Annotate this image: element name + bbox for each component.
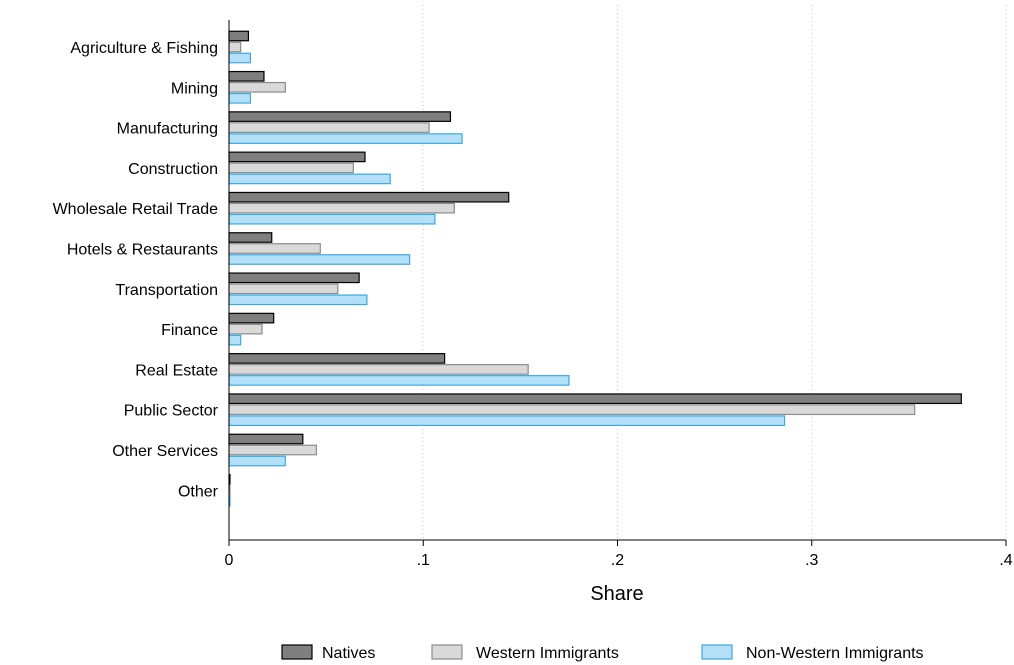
bar [228,294,368,306]
bars [228,30,962,507]
bar [228,353,446,364]
bar [228,52,251,64]
category-label: Transportation [115,282,218,299]
bar [228,213,436,225]
x-axis-title: Share [590,583,643,605]
bar [228,243,321,254]
bar [228,444,318,456]
bar [228,283,339,295]
legend-swatch [431,644,463,660]
bar [228,30,250,42]
bar [228,151,366,163]
bar [228,173,391,185]
bar [228,162,354,174]
bar [228,323,263,335]
bar [228,312,275,324]
bar [228,334,242,346]
x-tick-label: .1 [417,552,430,569]
bar [228,404,916,416]
category-label: Other Services [112,443,218,460]
x-tick-label: .2 [611,552,624,569]
category-label: Construction [128,161,218,178]
bar [228,111,452,122]
category-label: Hotels & Restaurants [67,242,218,259]
x-tick-label: .4 [999,552,1012,569]
bar [228,70,265,82]
bar [228,232,273,243]
category-label: Manufacturing [117,121,218,138]
bar [228,272,360,284]
category-label: Other [178,483,219,500]
legend-label: Natives [322,645,375,662]
legend-swatch [281,644,313,660]
bar [228,92,251,104]
bar [228,364,529,375]
bar [228,375,570,386]
x-tick-label: .3 [805,552,818,569]
legend-label: Non-Western Immigrants [746,645,924,662]
bar [228,81,286,93]
bar [228,191,510,203]
legend-swatch [701,644,733,660]
category-label: Real Estate [135,362,218,379]
legend: Natives Western Immigrants Non-Western Imm… [281,644,924,662]
bar [228,455,286,467]
gridlines [422,5,1007,540]
category-labels: Agriculture & Fishing Mining Manufacturing… [53,40,219,500]
bar [228,433,304,445]
legend-label: Western Immigrants [476,645,619,662]
x-tick-labels: 0 .1 .2 .3 .4 [225,540,1013,569]
bar [228,41,242,53]
bar [228,415,786,427]
bar [228,122,430,133]
bar [228,254,411,265]
x-tick-label: 0 [225,552,234,569]
category-label: Agriculture & Fishing [70,40,218,57]
bar [228,393,962,405]
category-label: Finance [161,322,218,339]
category-label: Wholesale Retail Trade [53,201,219,218]
bar [228,202,455,214]
bar [228,133,463,144]
category-label: Mining [171,80,218,97]
category-label: Public Sector [124,403,219,420]
